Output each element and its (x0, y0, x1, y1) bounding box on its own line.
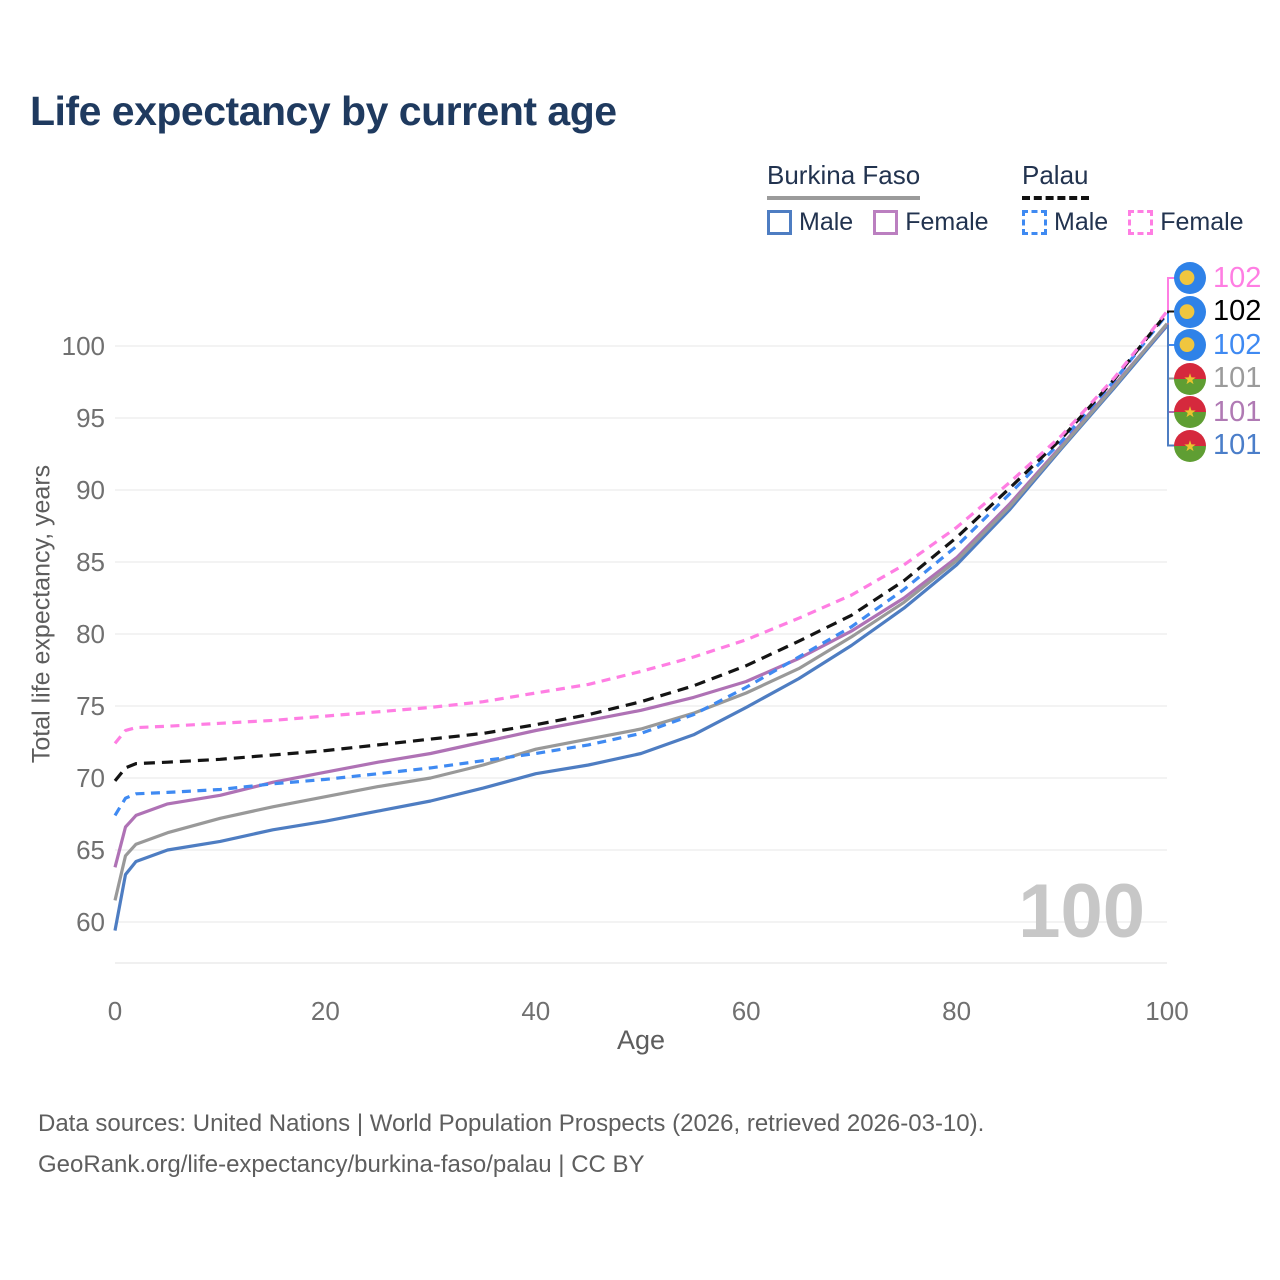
legend-item-label: Female (905, 208, 989, 236)
hover-age-watermark: 100 (1018, 869, 1145, 954)
legend-item-burkina-faso-male[interactable]: Male (767, 208, 853, 237)
end-value: 101 (1213, 395, 1262, 428)
series-line-burkina-faso-male[interactable] (113, 324, 1169, 931)
end-value: 102 (1213, 261, 1262, 294)
burkina-faso-flag-icon (1174, 396, 1206, 428)
series-line-palau[interactable] (113, 311, 1169, 782)
leader-line-burkina-faso-male (1167, 324, 1176, 447)
y-tick-label-95: 95 (76, 403, 105, 433)
legend-items-burkina-faso: Male Female (767, 208, 989, 237)
palau-flag-icon (1174, 295, 1206, 328)
x-tick-label-80: 80 (942, 996, 972, 1026)
legend-item-label: Male (799, 208, 854, 236)
end-label-palau: 102 (1174, 295, 1261, 329)
end-value: 101 (1213, 362, 1262, 394)
series-line-palau-female[interactable] (113, 310, 1169, 745)
y-tick-label-75: 75 (76, 691, 105, 721)
leader-line-palau (1167, 310, 1176, 314)
end-value: 102 (1213, 328, 1262, 361)
legend-swatch-icon (767, 210, 792, 235)
legend-item-label: Female (1160, 208, 1244, 236)
page-title: Life expectancy by current age (30, 88, 617, 134)
end-label-palau-male: 102 (1174, 328, 1261, 362)
x-tick-label-20: 20 (310, 996, 340, 1026)
end-label-palau-female: 102 (1174, 261, 1261, 295)
series-line-palau-male[interactable] (113, 313, 1169, 817)
series-line-burkina-faso-female[interactable] (113, 323, 1169, 868)
footer-attribution-line: GeoRank.org/life-expectancy/burkina-faso… (38, 1151, 645, 1178)
burkina-faso-flag-icon (1174, 429, 1206, 462)
x-tick-label-0: 0 (107, 996, 123, 1026)
legend-item-palau-female[interactable]: Female (1128, 208, 1244, 237)
legend-item-burkina-faso-female[interactable]: Female (873, 208, 989, 237)
x-tick-label-60: 60 (731, 996, 761, 1026)
legend-swatch-icon (1022, 210, 1047, 235)
legend-items-palau: Male Female (1022, 208, 1244, 237)
x-tick-label-40: 40 (521, 996, 551, 1026)
end-label-burkina-faso: 101 (1174, 362, 1261, 396)
legend-item-label: Male (1054, 208, 1109, 236)
y-tick-label-90: 90 (76, 475, 105, 505)
y-tick-label-65: 65 (76, 835, 105, 865)
footer-sources-line: Data sources: United Nations | World Pop… (38, 1110, 985, 1137)
y-tick-label-100: 100 (61, 331, 105, 361)
x-tick-label-100: 100 (1145, 996, 1189, 1026)
legend-country-burkina-faso[interactable]: Burkina Faso (767, 160, 921, 200)
end-label-burkina-faso-male: 101 (1174, 429, 1261, 463)
legend-swatch-icon (873, 210, 899, 235)
end-value: 101 (1213, 429, 1262, 461)
palau-flag-icon (1174, 329, 1206, 361)
legend-swatch-icon (1128, 210, 1154, 235)
palau-flag-icon (1174, 262, 1206, 294)
y-tick-label-60: 60 (76, 907, 105, 937)
burkina-faso-flag-icon (1174, 362, 1206, 395)
series-line-burkina-faso[interactable] (113, 322, 1169, 901)
y-tick-label-85: 85 (76, 547, 105, 577)
legend-group-palau: Palau Male Female (1022, 160, 1244, 237)
legend-country-palau[interactable]: Palau (1022, 160, 1089, 200)
end-value: 102 (1213, 295, 1262, 327)
y-tick-label-70: 70 (76, 763, 105, 793)
legend-group-burkina-faso: Burkina Faso Male Female (767, 160, 989, 237)
x-axis-title: Age (616, 1025, 666, 1055)
y-tick-label-80: 80 (76, 619, 105, 649)
footer: Data sources: United Nations | World Pop… (38, 1103, 984, 1185)
end-label-burkina-faso-female: 101 (1174, 395, 1261, 429)
y-axis-title: Total life expectancy, years (27, 464, 56, 764)
legend-item-palau-male[interactable]: Male (1022, 208, 1108, 237)
